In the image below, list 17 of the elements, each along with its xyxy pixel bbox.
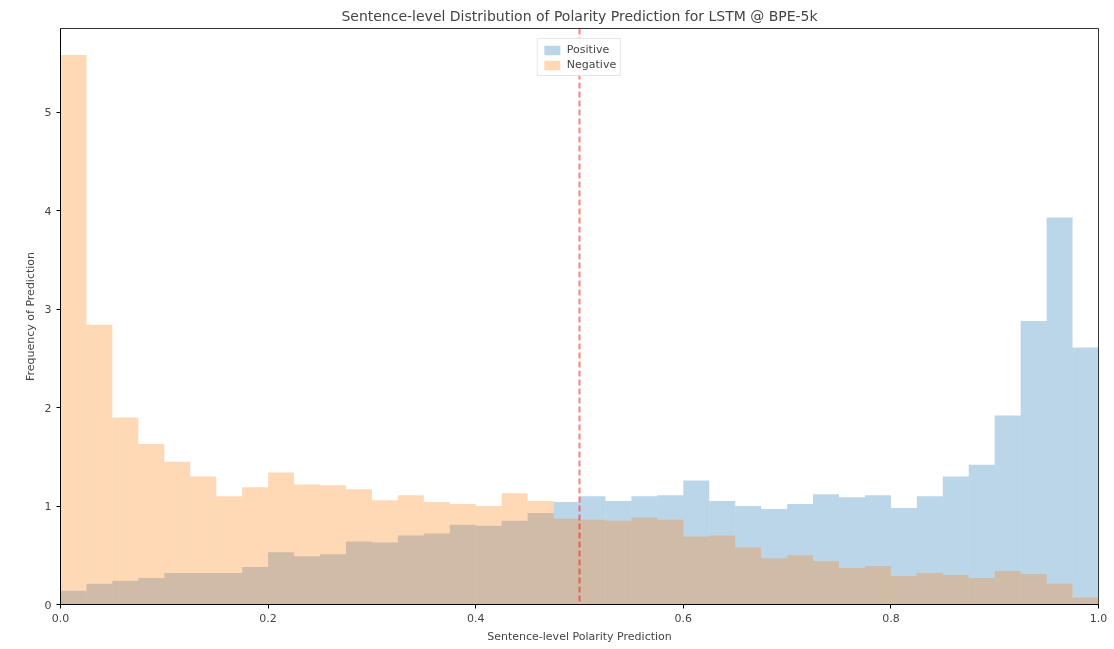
chart-title: Sentence-level Distribution of Polarity Prediction for LSTM @ BPE-5k: [341, 7, 819, 24]
x-tick-label: 0.8: [882, 611, 900, 625]
y-tick-label: 4: [44, 204, 52, 218]
x-tick-label: 0.6: [674, 611, 693, 625]
y-tick-label: 3: [44, 303, 52, 317]
y-tick-label: 5: [44, 106, 52, 120]
legend-label: Positive: [566, 43, 610, 56]
x-tick-label: 1.0: [1089, 611, 1108, 625]
y-axis-title: Frequency of Prediction: [23, 251, 37, 382]
y-tick-label: 1: [44, 500, 52, 514]
x-axis-title: Sentence-level Polarity Prediction: [487, 629, 672, 643]
x-tick-label: 0.2: [259, 611, 277, 625]
x-tick-label: 0.4: [466, 611, 485, 625]
x-tick-label: 0.0: [51, 611, 70, 625]
y-tick-label: 0: [44, 598, 52, 612]
y-tick-label: 2: [44, 401, 52, 415]
legend-label: Negative: [566, 58, 617, 71]
